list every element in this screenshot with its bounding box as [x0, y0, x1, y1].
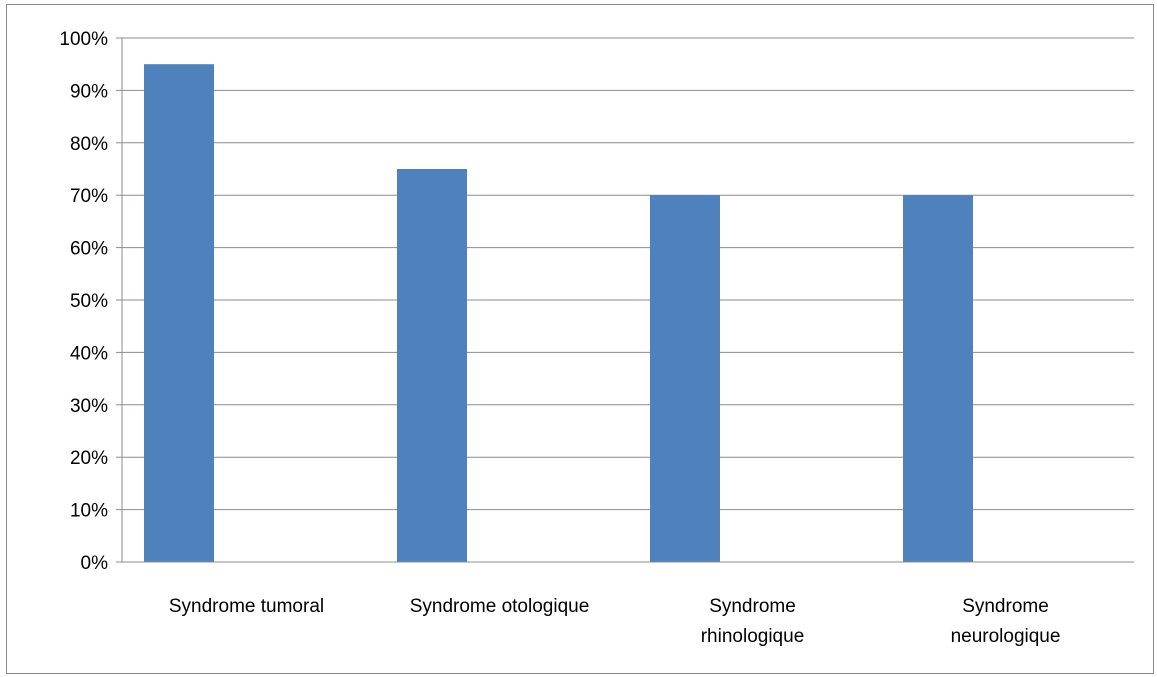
bars — [144, 64, 973, 562]
y-tick-label: 40% — [70, 343, 108, 364]
bar — [903, 195, 973, 562]
x-category-label: neurologique — [951, 626, 1061, 647]
gridlines — [122, 37, 1134, 511]
y-tick-label: 60% — [70, 239, 108, 260]
x-category-label: rhinologique — [701, 626, 805, 647]
y-tick-label: 90% — [70, 81, 108, 102]
x-axis-category-labels: Syndrome tumoral Syndrome otologique Syndr… — [169, 596, 1061, 647]
y-tick-label: 50% — [70, 291, 108, 312]
y-tick-label: 0% — [81, 553, 109, 574]
y-tick-label: 100% — [59, 29, 108, 50]
x-category-label: Syndrome otologique — [410, 596, 590, 617]
x-category-label: Syndrome — [962, 596, 1049, 617]
y-tick-label: 70% — [70, 186, 108, 207]
bar — [650, 195, 720, 562]
y-tick-label: 10% — [70, 501, 108, 522]
y-tick-label: 80% — [70, 134, 108, 155]
y-tick-label: 30% — [70, 396, 108, 417]
bar — [144, 64, 214, 562]
x-category-label: Syndrome tumoral — [169, 596, 324, 617]
bar — [397, 169, 467, 562]
axes — [116, 37, 1134, 563]
x-category-label: Syndrome — [709, 596, 796, 617]
y-axis-tick-labels: 0% 10% 20% 30% 40% 50% 60% 70% 80% 90% 100% — [59, 29, 108, 574]
y-tick-label: 20% — [70, 448, 108, 469]
